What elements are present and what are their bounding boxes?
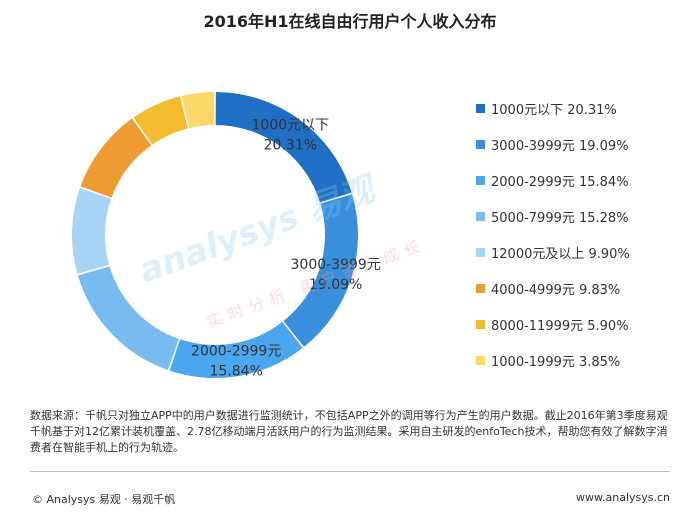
- donut-chart: 1000元以下 20.31% 3000-3999元 19.09% 2000-2999元 1…: [71, 92, 381, 380]
- donut-slice-5000-7999元: [77, 266, 179, 371]
- legend-label: 1000元以下 20.31%: [491, 102, 617, 118]
- legend-label: 8000-11999元 5.90%: [491, 318, 629, 334]
- legend-swatch: [476, 283, 485, 293]
- legend-item: 3000-3999元 19.09%: [476, 134, 629, 154]
- legend-label: 2000-2999元 15.84%: [491, 174, 629, 190]
- footer-website: www.analysys.cn: [576, 491, 670, 504]
- legend-swatch: [476, 247, 485, 257]
- data-label-1000元以下-name: 1000元以下: [252, 117, 330, 133]
- data-label-3000-3999元-name: 3000-3999元: [291, 257, 381, 273]
- data-label-2000-2999元-value: 15.84%: [210, 364, 263, 380]
- data-label-1000元以下-value: 20.31%: [264, 137, 317, 153]
- data-source-note: 数据来源：千帆只对独立APP中的用户数据进行监测统计，不包括APP之外的调用等行…: [30, 409, 668, 454]
- legend-swatch: [476, 355, 485, 365]
- footer-copyright: © Analysys 易观 · 易观千帆: [32, 493, 176, 506]
- legend-item: 1000-1999元 3.85%: [476, 350, 620, 370]
- legend-swatch: [476, 103, 485, 113]
- chart-title: 2016年H1在线自由行用户个人收入分布: [203, 12, 497, 31]
- legend-swatch: [476, 139, 485, 149]
- donut-slice-1000-1999元: [181, 92, 215, 129]
- legend-swatch: [476, 211, 485, 221]
- data-label-3000-3999元-value: 19.09%: [309, 277, 362, 293]
- data-label-2000-2999元-name: 2000-2999元: [191, 344, 281, 360]
- legend-label: 5000-7999元 15.28%: [491, 210, 629, 226]
- legend-item: 1000元以下 20.31%: [476, 98, 617, 118]
- legend-swatch: [476, 175, 485, 185]
- legend-label: 4000-4999元 9.83%: [491, 282, 621, 298]
- legend-item: 4000-4999元 9.83%: [476, 278, 620, 298]
- donut-slice-1000元以下: [215, 92, 352, 203]
- legend-label: 3000-3999元 19.09%: [491, 138, 629, 154]
- donut-slice-4000-4999元: [80, 118, 152, 198]
- donut-slice-12000元及以上: [71, 188, 112, 274]
- legend-label: 1000-1999元 3.85%: [491, 354, 621, 370]
- donut-slice-3000-3999元: [283, 194, 358, 347]
- donut-slice-8000-11999元: [133, 96, 189, 145]
- legend-swatch: [476, 319, 485, 329]
- legend-item: 2000-2999元 15.84%: [476, 170, 629, 190]
- legend-label: 12000元及以上 9.90%: [491, 246, 630, 262]
- legend-item: 5000-7999元 15.28%: [476, 206, 629, 226]
- footer-divider: [30, 471, 670, 472]
- legend-item: 8000-11999元 5.90%: [476, 314, 629, 334]
- donut-slice-2000-2999元: [169, 321, 303, 378]
- legend-item: 12000元及以上 9.90%: [476, 242, 630, 262]
